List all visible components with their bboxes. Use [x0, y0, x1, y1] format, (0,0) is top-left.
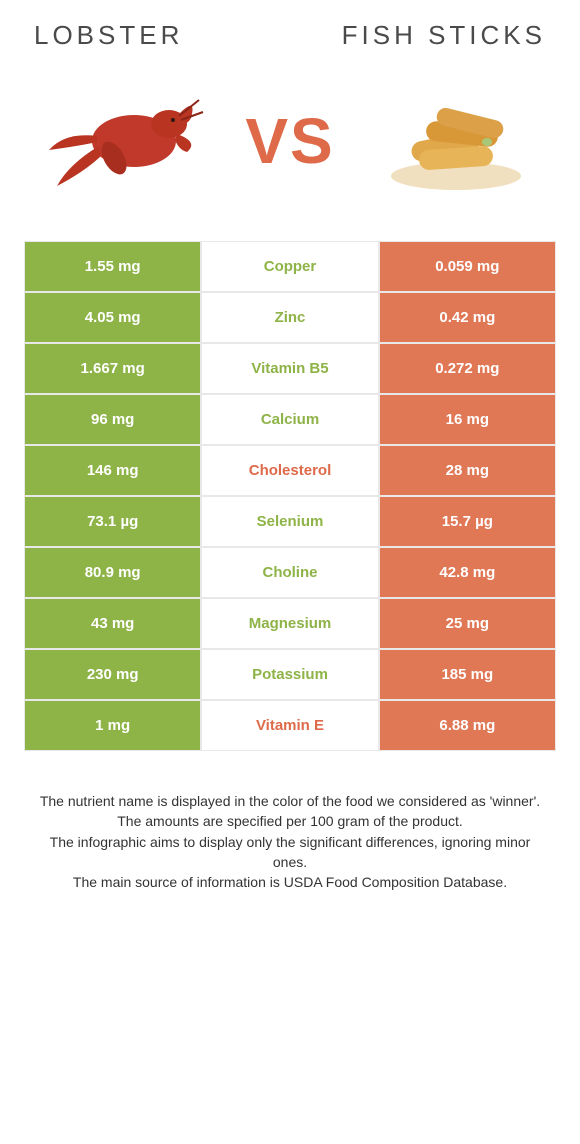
nutrient-name: Calcium — [201, 394, 378, 445]
table-row: 230 mgPotassium185 mg — [24, 649, 556, 700]
right-value: 42.8 mg — [379, 547, 556, 598]
footer-line: The amounts are specified per 100 gram o… — [34, 811, 546, 831]
lobster-image — [34, 71, 214, 211]
footer-text: The nutrient name is displayed in the co… — [24, 791, 556, 892]
title-right: Fish sticks — [342, 20, 546, 51]
table-row: 80.9 mgCholine42.8 mg — [24, 547, 556, 598]
fish-sticks-image — [366, 71, 546, 211]
left-value: 1 mg — [24, 700, 201, 751]
nutrient-name: Vitamin E — [201, 700, 378, 751]
nutrient-name: Selenium — [201, 496, 378, 547]
footer-line: The infographic aims to display only the… — [34, 832, 546, 873]
left-value: 230 mg — [24, 649, 201, 700]
footer-line: The nutrient name is displayed in the co… — [34, 791, 546, 811]
vs-label: VS — [245, 104, 334, 178]
nutrient-name: Zinc — [201, 292, 378, 343]
right-value: 25 mg — [379, 598, 556, 649]
right-value: 0.272 mg — [379, 343, 556, 394]
nutrient-name: Potassium — [201, 649, 378, 700]
table-row: 146 mgCholesterol28 mg — [24, 445, 556, 496]
right-value: 185 mg — [379, 649, 556, 700]
nutrient-table: 1.55 mgCopper0.059 mg4.05 mgZinc0.42 mg1… — [24, 241, 556, 751]
table-row: 43 mgMagnesium25 mg — [24, 598, 556, 649]
right-value: 6.88 mg — [379, 700, 556, 751]
table-row: 1.667 mgVitamin B50.272 mg — [24, 343, 556, 394]
titles-row: Lobster Fish sticks — [24, 20, 556, 51]
right-value: 28 mg — [379, 445, 556, 496]
table-row: 4.05 mgZinc0.42 mg — [24, 292, 556, 343]
left-value: 146 mg — [24, 445, 201, 496]
table-row: 96 mgCalcium16 mg — [24, 394, 556, 445]
title-left: Lobster — [34, 20, 183, 51]
left-value: 43 mg — [24, 598, 201, 649]
right-value: 16 mg — [379, 394, 556, 445]
left-value: 1.55 mg — [24, 241, 201, 292]
images-row: VS — [24, 71, 556, 211]
nutrient-name: Magnesium — [201, 598, 378, 649]
table-row: 1.55 mgCopper0.059 mg — [24, 241, 556, 292]
right-value: 0.42 mg — [379, 292, 556, 343]
left-value: 4.05 mg — [24, 292, 201, 343]
nutrient-name: Choline — [201, 547, 378, 598]
left-value: 1.667 mg — [24, 343, 201, 394]
nutrient-name: Cholesterol — [201, 445, 378, 496]
nutrient-name: Vitamin B5 — [201, 343, 378, 394]
right-value: 15.7 µg — [379, 496, 556, 547]
left-value: 80.9 mg — [24, 547, 201, 598]
table-row: 1 mgVitamin E6.88 mg — [24, 700, 556, 751]
right-value: 0.059 mg — [379, 241, 556, 292]
left-value: 73.1 µg — [24, 496, 201, 547]
left-value: 96 mg — [24, 394, 201, 445]
footer-line: The main source of information is USDA F… — [34, 872, 546, 892]
nutrient-name: Copper — [201, 241, 378, 292]
table-row: 73.1 µgSelenium15.7 µg — [24, 496, 556, 547]
